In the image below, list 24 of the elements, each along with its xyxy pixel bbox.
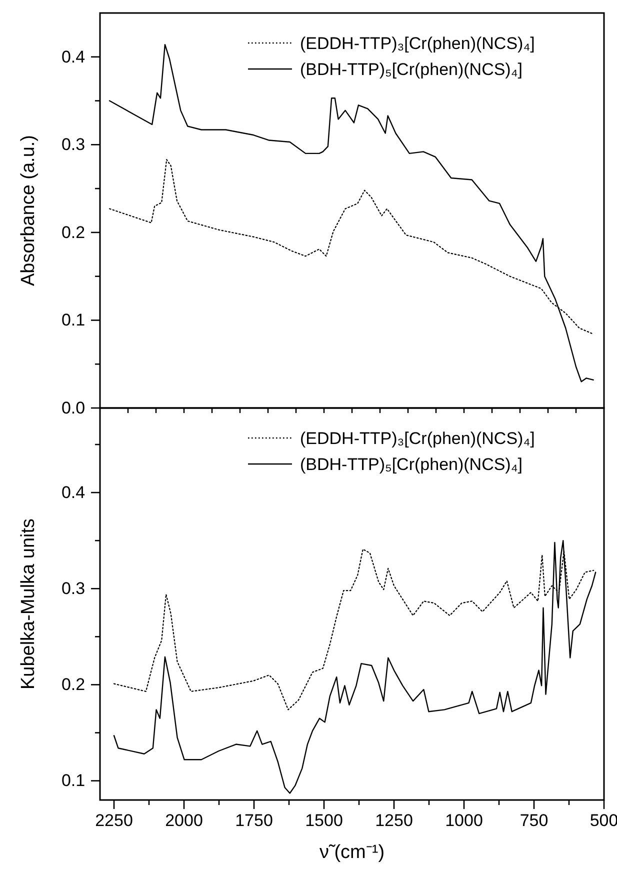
x-tick-label: 2000 [165,810,203,830]
x-tick-label: 1750 [235,810,273,830]
y-tick-label: 0.2 [61,675,86,694]
x-tick-label: 2250 [95,810,133,830]
y-tick-label: 0.0 [61,398,86,418]
y-axis-title: Kubelka-Mulka units [18,518,39,690]
x-tick-label: 1500 [305,810,343,830]
legend-label: (BDH-TTP)₅[Cr(phen)(NCS)₄] [300,455,523,474]
x-tick-label: 1000 [445,810,483,830]
x-tick-label: 1250 [375,810,413,830]
y-tick-label: 0.1 [61,771,86,790]
y-tick-label: 0.4 [61,47,86,66]
line-series [113,540,596,794]
y-axis-title: Absorbance (a.u.) [18,134,39,286]
legend-label: (EDDH-TTP)₃[Cr(phen)(NCS)₄] [300,429,535,448]
x-axis-title: ν̃ (cm⁻¹) [319,842,385,863]
y-tick-label: 0.3 [61,135,86,154]
y-tick-label: 0.4 [61,482,86,502]
legend-label: (EDDH-TTP)₃[Cr(phen)(NCS)₄] [300,34,535,53]
y-tick-label: 0.3 [61,579,86,598]
legend-label: (BDH-TTP)₅[Cr(phen)(NCS)₄] [300,60,523,79]
x-tick-label: 750 [520,810,548,830]
y-tick-label: 0.1 [61,310,86,330]
y-tick-label: 0.2 [61,222,86,242]
